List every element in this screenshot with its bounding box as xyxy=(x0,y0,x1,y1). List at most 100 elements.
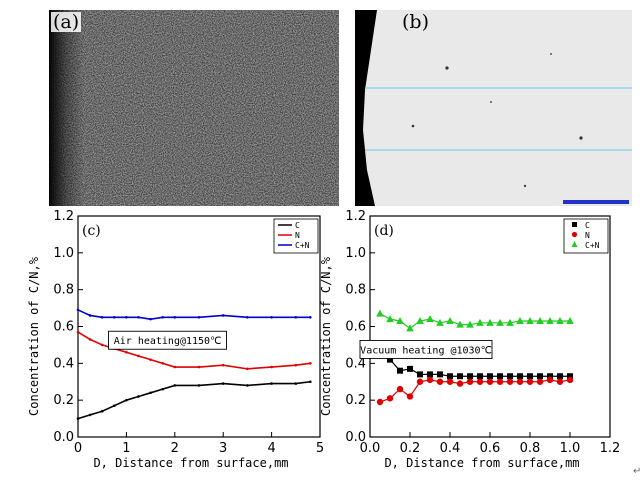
y-tick-label: 1.0 xyxy=(345,246,366,261)
data-point xyxy=(294,315,298,319)
data-point xyxy=(197,384,201,387)
x-axis-label: D, Distance from surface,mm xyxy=(93,456,288,470)
panel-label: (d) xyxy=(374,223,394,239)
y-tick-label: 0.0 xyxy=(345,430,366,445)
data-point xyxy=(221,363,225,367)
data-point xyxy=(537,373,543,380)
data-point xyxy=(556,316,564,324)
y-tick-label: 0.2 xyxy=(53,393,74,408)
data-point xyxy=(406,393,414,400)
data-point xyxy=(149,317,152,321)
data-point xyxy=(426,315,434,323)
annotation-box xyxy=(108,330,227,350)
data-point xyxy=(556,378,564,385)
data-point xyxy=(466,378,474,385)
micrograph-b: (b) xyxy=(355,10,632,206)
data-point xyxy=(161,387,164,391)
data-point xyxy=(387,356,393,363)
legend-swatch xyxy=(572,222,577,227)
data-point xyxy=(309,380,312,384)
data-point xyxy=(417,371,423,378)
data-point xyxy=(476,318,484,326)
data-point xyxy=(294,382,298,385)
data-point xyxy=(386,315,394,323)
data-point xyxy=(76,330,80,334)
x-tick-label: 1.0 xyxy=(560,441,581,456)
data-point xyxy=(536,378,544,385)
data-point xyxy=(294,363,298,367)
data-point xyxy=(496,318,504,326)
data-point xyxy=(125,350,128,354)
y-tick-label: 0.2 xyxy=(345,393,366,408)
data-point xyxy=(173,365,177,369)
panel-label: (c) xyxy=(82,223,101,239)
y-tick-label: 1.2 xyxy=(53,209,74,224)
y-tick-label: 0.8 xyxy=(53,283,74,298)
data-point xyxy=(173,384,177,387)
data-point xyxy=(487,373,493,380)
data-point xyxy=(446,316,454,324)
data-point xyxy=(246,384,249,387)
data-point xyxy=(557,373,563,380)
data-point xyxy=(546,316,554,324)
legend-swatch xyxy=(571,231,578,238)
data-point xyxy=(416,378,424,385)
data-point xyxy=(506,318,514,326)
data-point xyxy=(437,371,443,378)
data-point xyxy=(396,316,404,324)
legend-label: N xyxy=(585,231,590,240)
data-point xyxy=(221,382,225,385)
data-point xyxy=(566,316,574,324)
micrograph-a: (a) xyxy=(49,10,339,206)
data-point xyxy=(125,398,128,402)
x-axis-label: D, Distance from surface,mm xyxy=(384,456,579,470)
data-point xyxy=(149,358,152,361)
y-tick-label: 1.0 xyxy=(53,246,74,261)
legend-label: C+N xyxy=(295,241,310,250)
x-tick-label: 5 xyxy=(316,441,324,456)
x-tick-label: 0.2 xyxy=(400,441,421,456)
data-point xyxy=(76,308,80,312)
data-point xyxy=(309,362,312,365)
annotation-text: Air heating@1150℃ xyxy=(114,336,222,347)
y-tick-label: 0.6 xyxy=(53,320,74,335)
data-point xyxy=(246,367,249,371)
data-point xyxy=(496,378,504,385)
chart-d: 0.0 0.2 0.4 0.6 0.8 1.0 1.2 0.0 0.2 0.4 0.6 0.8 1.0 1… xyxy=(319,209,620,470)
x-tick-label: 0.4 xyxy=(440,441,461,456)
x-tick-label: 0 xyxy=(74,441,82,456)
data-point xyxy=(397,367,403,374)
data-point xyxy=(466,320,474,328)
data-point xyxy=(100,409,104,413)
data-point xyxy=(507,373,513,380)
data-point xyxy=(100,343,104,347)
data-point xyxy=(221,314,225,317)
data-point xyxy=(137,315,140,319)
y-axis-label: Concentration of C/N,% xyxy=(319,256,333,416)
data-point xyxy=(526,378,534,385)
y-tick-label: 1.2 xyxy=(345,209,366,224)
data-point xyxy=(137,395,140,398)
panel-label-b: (b) xyxy=(402,11,429,33)
data-point xyxy=(547,373,553,380)
y-axis-label: Concentration of C/N,% xyxy=(27,256,41,416)
data-point xyxy=(173,315,177,319)
data-point xyxy=(137,354,140,358)
data-point xyxy=(406,324,414,332)
data-point xyxy=(113,315,116,319)
data-point xyxy=(516,378,524,385)
data-point xyxy=(113,404,116,407)
data-point xyxy=(426,376,434,384)
x-tick-label: 2 xyxy=(171,441,179,456)
data-point xyxy=(396,385,404,393)
annotation-text: Vacuum heating @1030℃ xyxy=(360,345,492,356)
data-point xyxy=(527,373,533,380)
data-point xyxy=(309,315,312,319)
data-point xyxy=(517,373,523,380)
data-point xyxy=(476,378,484,385)
data-point xyxy=(376,309,384,317)
legend-swatch xyxy=(571,241,578,247)
data-point xyxy=(246,315,249,319)
data-point xyxy=(161,315,164,319)
